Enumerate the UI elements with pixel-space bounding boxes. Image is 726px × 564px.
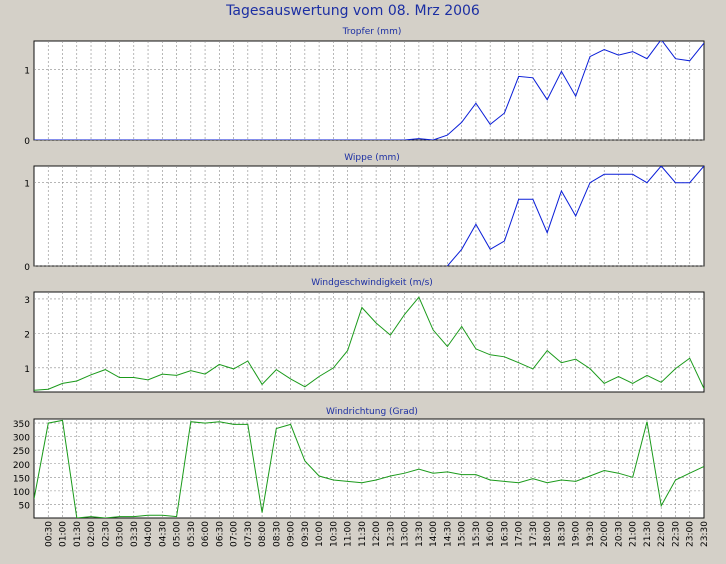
x-tick-label: 10:30: [329, 521, 339, 547]
chart-panel-2: 0 1 Wippe (mm): [24, 153, 705, 273]
series-line: [34, 296, 704, 391]
y-tick-label: 2: [24, 330, 30, 340]
x-tick-label: 19:00: [572, 521, 582, 547]
x-tick-label: 04:30: [158, 521, 168, 547]
x-tick-label: 11:30: [358, 521, 368, 547]
x-tick-label: 01:00: [59, 521, 69, 547]
x-tick-label: 12:00: [372, 521, 382, 547]
x-tick-label: 08:00: [258, 521, 268, 547]
x-tick-label: 18:00: [543, 521, 553, 547]
y-tick-label: 1: [24, 365, 30, 375]
x-tick-label: 14:30: [443, 521, 453, 547]
x-tick-label: 15:30: [472, 521, 482, 547]
x-tick-label: 17:00: [515, 521, 525, 547]
x-tick-label: 13:00: [401, 521, 411, 547]
x-tick-label: 16:00: [486, 521, 496, 547]
chart-panel-3: 1 2 3 Windgeschwindigkeit (m/s): [24, 278, 705, 393]
x-tick-label: 07:30: [244, 521, 254, 547]
x-tick-label: 20:00: [600, 521, 610, 547]
x-tick-label: 23:00: [686, 521, 696, 547]
y-tick-label: 250: [13, 447, 30, 457]
x-tick-label: 08:30: [272, 521, 282, 547]
y-tick-label: 3: [24, 296, 30, 306]
y-tick-label: 0: [24, 137, 30, 147]
x-tick-label: 02:30: [101, 521, 111, 547]
x-tick-label: 02:00: [87, 521, 97, 547]
plot-area: [33, 40, 705, 141]
series-line: [34, 419, 704, 518]
x-tick-label: 00:30: [44, 521, 54, 547]
x-tick-label: 04:00: [144, 521, 154, 547]
y-tick-label: 200: [13, 461, 30, 471]
plot-area: [33, 291, 705, 393]
chart-panel-4: 50 100 150 200 250 300 350 Windrichtung (Grad): [13, 407, 705, 519]
series-line: [447, 166, 704, 266]
y-tick-label: 1: [24, 66, 30, 76]
x-tick-label: 20:30: [614, 521, 624, 547]
plot-area: [33, 165, 705, 267]
x-tick-label: 15:00: [458, 521, 468, 547]
y-tick-label: 300: [13, 434, 30, 444]
page-title: Tagesauswertung vom 08. Mrz 2006: [225, 3, 480, 19]
chart-panels: 0 1 Tropfer (mm) 0 1 Wippe (mm) 1 2 3 Windgeschwi…: [13, 27, 705, 519]
x-tick-label: 10:00: [315, 521, 325, 547]
y-tick-label: 350: [13, 420, 30, 430]
x-tick-label: 21:30: [643, 521, 653, 547]
x-tick-label: 19:30: [586, 521, 596, 547]
x-tick-label: 06:00: [201, 521, 211, 547]
y-tick-label: 0: [24, 263, 30, 273]
x-tick-label: 01:30: [73, 521, 83, 547]
x-tick-label: 18:30: [557, 521, 567, 547]
panel-title: Windrichtung (Grad): [326, 407, 418, 417]
x-tick-label: 06:30: [215, 521, 225, 547]
x-tick-label: 09:00: [287, 521, 297, 547]
panel-title: Windgeschwindigkeit (m/s): [311, 278, 433, 288]
x-tick-label: 03:00: [116, 521, 126, 547]
x-tick-label: 22:00: [657, 521, 667, 547]
x-tick-label: 07:00: [230, 521, 240, 547]
plot-area: [33, 418, 705, 519]
y-tick-label: 150: [13, 474, 30, 484]
y-tick-label: 1: [24, 180, 30, 190]
y-tick-label: 100: [13, 488, 30, 498]
series-line: [34, 41, 704, 140]
x-tick-label: 23:30: [700, 521, 710, 547]
x-tick-label: 17:30: [529, 521, 539, 547]
chart-panel-1: 0 1 Tropfer (mm): [24, 27, 705, 147]
x-tick-label: 16:30: [500, 521, 510, 547]
x-tick-label: 05:00: [173, 521, 183, 547]
x-tick-label: 03:30: [130, 521, 140, 547]
x-tick-label: 09:30: [301, 521, 311, 547]
x-tick-label: 12:30: [386, 521, 396, 547]
x-tick-label: 22:30: [671, 521, 681, 547]
x-tick-label: 13:30: [415, 521, 425, 547]
y-tick-label: 50: [19, 501, 31, 511]
x-tick-label: 21:00: [629, 521, 639, 547]
x-tick-label: 14:00: [429, 521, 439, 547]
panel-title: Tropfer (mm): [342, 27, 402, 37]
x-tick-label: 11:00: [344, 521, 354, 547]
x-axis: 00:30 01:00 01:30 02:00 02:30 03:00 03:30 04:00…: [44, 521, 710, 547]
panel-title: Wippe (mm): [344, 153, 400, 163]
x-tick-label: 05:30: [187, 521, 197, 547]
